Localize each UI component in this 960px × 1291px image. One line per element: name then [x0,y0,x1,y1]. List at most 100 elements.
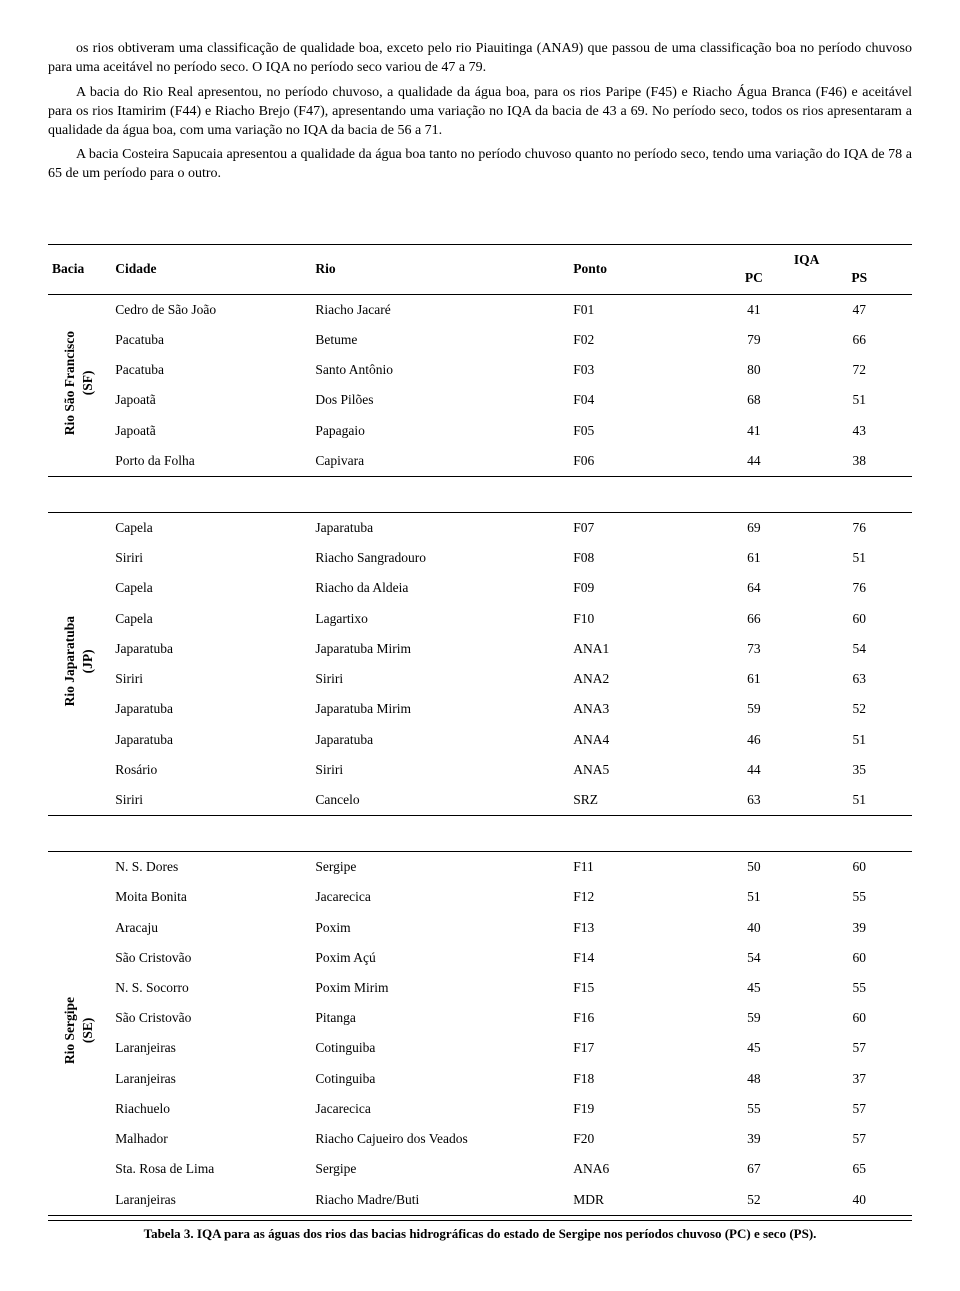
cell-pc: 80 [701,355,806,385]
cell-cidade: Siriri [111,664,311,694]
cell-pc: 63 [701,785,806,815]
cell-pc: 45 [701,973,806,1003]
cell-rio: Japaratuba Mirim [311,694,543,724]
table-row: N. S. SocorroPoxim MirimF154555 [48,973,912,1003]
table-row: São CristovãoPitangaF165960 [48,1003,912,1033]
cell-ps: 47 [807,294,912,325]
cell-pc: 64 [701,573,806,603]
cell-rio: Japaratuba [311,512,543,543]
cell-pc: 66 [701,604,806,634]
cell-ps: 35 [807,755,912,785]
cell-rio: Santo Antônio [311,355,543,385]
cell-cidade: Aracaju [111,913,311,943]
cell-ponto: F01 [543,294,701,325]
cell-pc: 59 [701,694,806,724]
cell-cidade: Porto da Folha [111,446,311,476]
cell-ps: 60 [807,943,912,973]
basin-label: Rio Sergipe(SE) [61,997,97,1064]
cell-ps: 55 [807,882,912,912]
cell-rio: Siriri [311,664,543,694]
cell-pc: 67 [701,1154,806,1184]
cell-ponto: F07 [543,512,701,543]
cell-ponto: SRZ [543,785,701,815]
cell-rio: Sergipe [311,1154,543,1184]
cell-cidade: Capela [111,604,311,634]
cell-ponto: F03 [543,355,701,385]
cell-rio: Poxim Açú [311,943,543,973]
th-ponto: Ponto [543,245,701,294]
cell-ponto: F20 [543,1124,701,1154]
cell-rio: Pitanga [311,1003,543,1033]
table-row: LaranjeirasCotinguibaF174557 [48,1033,912,1063]
cell-ps: 54 [807,634,912,664]
cell-cidade: N. S. Socorro [111,973,311,1003]
cell-pc: 39 [701,1124,806,1154]
cell-rio: Cotinguiba [311,1033,543,1063]
table-row: RosárioSiririANA54435 [48,755,912,785]
cell-ps: 40 [807,1185,912,1215]
table-row: CapelaRiacho da AldeiaF096476 [48,573,912,603]
cell-rio: Betume [311,325,543,355]
cell-pc: 69 [701,512,806,543]
cell-cidade: Riachuelo [111,1094,311,1124]
cell-cidade: Japoatã [111,385,311,415]
cell-ponto: F12 [543,882,701,912]
basin-label: Rio São Francisco(SF) [61,331,97,435]
cell-rio: Cancelo [311,785,543,815]
table-row: São CristovãoPoxim AçúF145460 [48,943,912,973]
cell-rio: Sergipe [311,852,543,883]
cell-cidade: Laranjeiras [111,1064,311,1094]
table-row: SiririRiacho SangradouroF086151 [48,543,912,573]
cell-ponto: F05 [543,416,701,446]
cell-pc: 44 [701,446,806,476]
table-row: Porto da FolhaCapivaraF064438 [48,446,912,476]
cell-ps: 60 [807,604,912,634]
table-row: Sta. Rosa de LimaSergipeANA66765 [48,1154,912,1184]
cell-rio: Poxim Mirim [311,973,543,1003]
table-row: Rio Sergipe(SE)N. S. DoresSergipeF115060 [48,852,912,883]
cell-ps: 57 [807,1094,912,1124]
cell-pc: 44 [701,755,806,785]
cell-cidade: Siriri [111,543,311,573]
table-row: AracajuPoximF134039 [48,913,912,943]
cell-ponto: ANA3 [543,694,701,724]
cell-cidade: Capela [111,512,311,543]
cell-rio: Japaratuba [311,725,543,755]
cell-ps: 52 [807,694,912,724]
cell-ps: 72 [807,355,912,385]
cell-ps: 76 [807,512,912,543]
basin-cell: Rio Japaratuba(JP) [48,512,111,815]
cell-cidade: Siriri [111,785,311,815]
cell-ps: 65 [807,1154,912,1184]
cell-rio: Riacho da Aldeia [311,573,543,603]
basin-cell: Rio São Francisco(SF) [48,294,111,476]
cell-ps: 51 [807,725,912,755]
table-head: Bacia Cidade Rio Ponto IQA PC PS [48,245,912,294]
cell-ps: 60 [807,852,912,883]
cell-ponto: F08 [543,543,701,573]
cell-ponto: F02 [543,325,701,355]
cell-cidade: Japaratuba [111,725,311,755]
th-cidade: Cidade [111,245,311,294]
cell-pc: 52 [701,1185,806,1215]
cell-cidade: Pacatuba [111,355,311,385]
group-gap [48,816,912,852]
cell-rio: Riacho Sangradouro [311,543,543,573]
cell-ponto: ANA1 [543,634,701,664]
cell-pc: 59 [701,1003,806,1033]
cell-cidade: Pacatuba [111,325,311,355]
th-pc: PC [701,269,806,294]
cell-ps: 76 [807,573,912,603]
table-caption: Tabela 3. IQA para as águas dos rios das… [48,1220,912,1243]
cell-ponto: ANA4 [543,725,701,755]
th-iqa: IQA [701,245,912,270]
cell-rio: Riacho Cajueiro dos Veados [311,1124,543,1154]
cell-ponto: F10 [543,604,701,634]
cell-pc: 51 [701,882,806,912]
cell-rio: Japaratuba Mirim [311,634,543,664]
table-row: LaranjeirasRiacho Madre/ButiMDR5240 [48,1185,912,1215]
cell-ponto: F16 [543,1003,701,1033]
cell-ponto: F17 [543,1033,701,1063]
cell-cidade: Laranjeiras [111,1033,311,1063]
table-row: RiachueloJacarecicaF195557 [48,1094,912,1124]
